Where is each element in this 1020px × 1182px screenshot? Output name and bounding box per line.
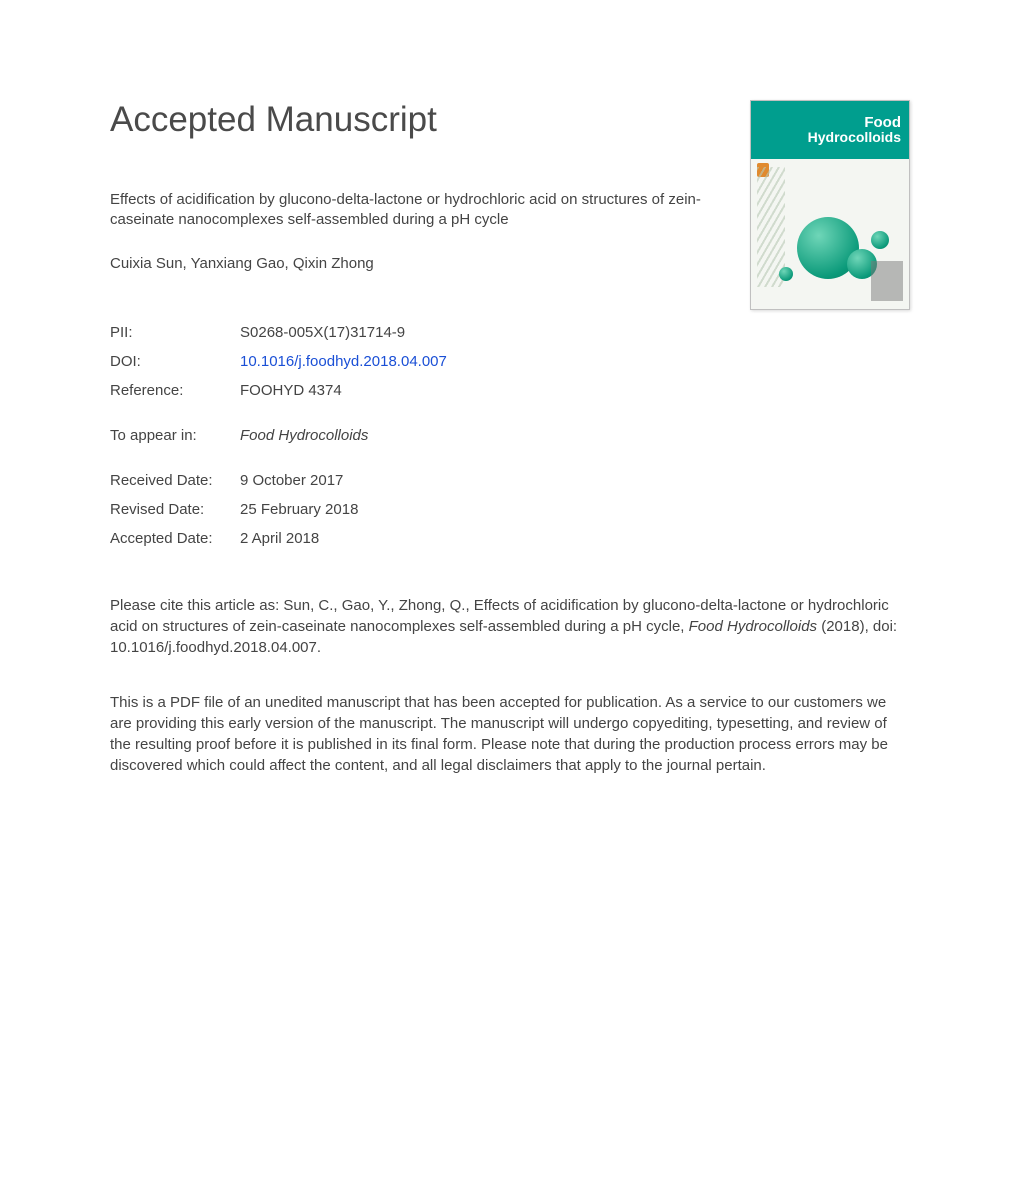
sphere-icon <box>871 231 889 249</box>
citation-journal: Food Hydrocolloids <box>689 618 817 635</box>
meta-value: 2 April 2018 <box>240 524 447 553</box>
metadata-table: PII: S0268-005X(17)31714-9 DOI: 10.1016/… <box>110 318 447 553</box>
doi-link[interactable]: 10.1016/j.foodhyd.2018.04.007 <box>240 353 447 370</box>
meta-value: S0268-005X(17)31714-9 <box>240 318 447 347</box>
meta-value: 9 October 2017 <box>240 466 447 495</box>
journal-cover-thumbnail: Food Hydrocolloids <box>750 100 910 310</box>
meta-row-appear: To appear in: Food Hydrocolloids <box>110 421 447 450</box>
manuscript-page: Food Hydrocolloids Accepted Manuscript E… <box>0 0 1020 836</box>
citation-paragraph: Please cite this article as: Sun, C., Ga… <box>110 595 900 658</box>
meta-label: Accepted Date: <box>110 524 240 553</box>
disclaimer-paragraph: This is a PDF file of an unedited manusc… <box>110 692 910 776</box>
article-title: Effects of acidification by glucono-delt… <box>110 190 730 231</box>
meta-row-accepted: Accepted Date: 2 April 2018 <box>110 524 447 553</box>
meta-label: Revised Date: <box>110 495 240 524</box>
meta-value: 25 February 2018 <box>240 495 447 524</box>
meta-row-doi: DOI: 10.1016/j.foodhyd.2018.04.007 <box>110 347 447 376</box>
cover-graphic <box>751 159 909 309</box>
sphere-icon <box>779 267 793 281</box>
meta-value: FOOHYD 4374 <box>240 376 447 405</box>
meta-row-received: Received Date: 9 October 2017 <box>110 466 447 495</box>
meta-row-reference: Reference: FOOHYD 4374 <box>110 376 447 405</box>
microscopy-tile-icon <box>871 261 903 301</box>
meta-value-journal: Food Hydrocolloids <box>240 421 447 450</box>
meta-label: Received Date: <box>110 466 240 495</box>
meta-label: PII: <box>110 318 240 347</box>
cover-title-line1: Food <box>864 115 901 130</box>
meta-label: To appear in: <box>110 421 240 450</box>
meta-label: Reference: <box>110 376 240 405</box>
meta-row-revised: Revised Date: 25 February 2018 <box>110 495 447 524</box>
meta-row-pii: PII: S0268-005X(17)31714-9 <box>110 318 447 347</box>
meta-label: DOI: <box>110 347 240 376</box>
cover-header: Food Hydrocolloids <box>751 101 909 159</box>
cover-title-line2: Hydrocolloids <box>808 130 901 145</box>
